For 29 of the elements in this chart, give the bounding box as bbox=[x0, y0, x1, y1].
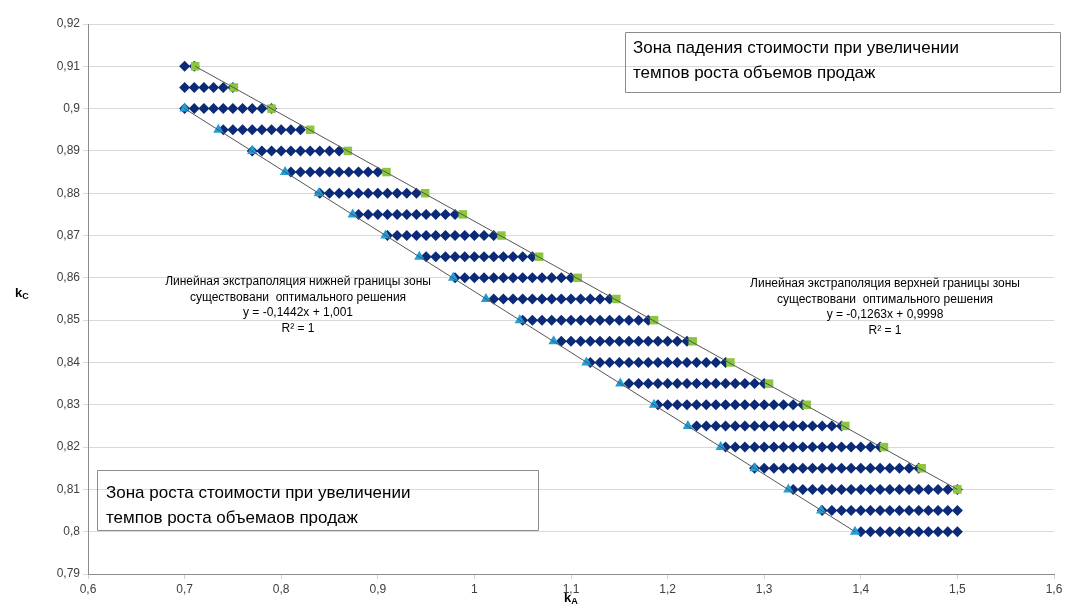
y-tick-label: 0,91 bbox=[56, 58, 81, 73]
annotation: Зона падения стоимости при увеличении темпов роста объемов продаж bbox=[633, 37, 960, 82]
x-tick-label: 1,2 bbox=[659, 581, 677, 596]
y-tick-label: 0,9 bbox=[63, 100, 81, 115]
y-tick-label: 0,8 bbox=[63, 524, 81, 538]
x-tick-label: 1,6 bbox=[1045, 581, 1063, 596]
x-tick-label: 0,8 bbox=[272, 581, 290, 596]
x-tick-label: 1,1 bbox=[562, 581, 580, 596]
y-tick-label: 0,84 bbox=[56, 354, 81, 369]
y-tick-label: 0,83 bbox=[56, 397, 81, 412]
y-tick-label: 0,88 bbox=[56, 185, 81, 200]
annotation: Линейная экстраполяция нижней границы зоны существовани оптимального решения y = -0,1442x + 1,001 R² = 1 bbox=[165, 274, 431, 335]
x-tick-label: 1,3 bbox=[755, 581, 773, 596]
x-tick-label: 0,9 bbox=[369, 581, 387, 596]
annotation: Линейная экстраполяция верхней границы зоны существовани оптимального решения y = -0,1263x + 0,9998 R² = 1 bbox=[750, 276, 1020, 337]
y-tick-label: 0,87 bbox=[56, 227, 81, 242]
y-tick-label: 0,89 bbox=[56, 143, 81, 158]
x-tick-label: 0,6 bbox=[79, 581, 97, 596]
x-tick-label: 0,7 bbox=[176, 581, 194, 596]
y-tick-label: 0,81 bbox=[56, 481, 81, 496]
x-tick-label: 1 bbox=[471, 581, 479, 596]
x-tick-label: 1,4 bbox=[852, 581, 870, 596]
y-tick-label: 0,79 bbox=[56, 566, 81, 581]
x-tick-label: 1,5 bbox=[949, 581, 967, 596]
y-tick-label: 0,92 bbox=[56, 16, 81, 31]
y-tick-label: 0,86 bbox=[56, 270, 81, 285]
y-tick-label: 0,85 bbox=[56, 312, 81, 327]
y-tick-label: 0,82 bbox=[56, 439, 81, 454]
annotation: Зона роста стоимости при увеличении темпов роста объемаов продаж bbox=[106, 482, 411, 527]
